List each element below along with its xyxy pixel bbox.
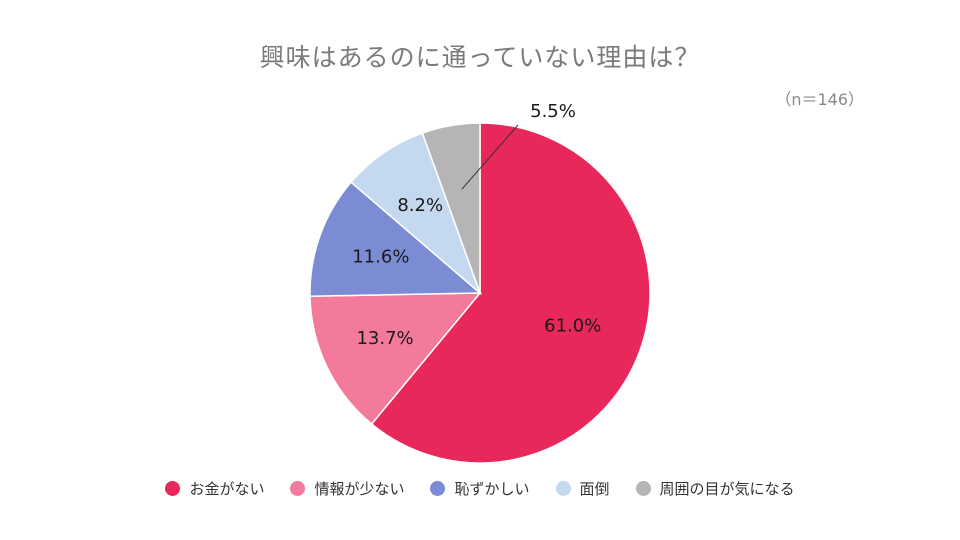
legend-swatch-mendo (555, 481, 571, 496)
legend-label-hazukashii: 恥ずかしい (454, 480, 530, 498)
pie-slice-mendo (350, 132, 482, 296)
slice-label-hazukashii: 11.6% (352, 246, 409, 267)
legend-swatch-hazukashii (430, 481, 446, 496)
legend-label-okane-ga-nai: お金がない (189, 480, 265, 498)
sample-size-note: （n＝146） (775, 90, 864, 109)
chart-title: 興味はあるのに通っていない理由は？ (259, 43, 701, 72)
slice-label-mendo: 8.2% (397, 195, 443, 216)
pie-slice-shui-no-me (421, 122, 481, 294)
legend-item-mendo: 面倒 (555, 478, 610, 499)
legend-item-joho-ga-sukunai: 情報が少ない (290, 478, 404, 499)
legend-item-hazukashii: 恥ずかしい (430, 478, 530, 499)
legend-swatch-shui-no-me (635, 481, 651, 496)
pie-slice-okane-ga-nai (370, 122, 651, 464)
legend-label-shui-no-me: 周囲の目が気になる (659, 480, 795, 498)
legend-label-mendo: 面倒 (579, 480, 610, 498)
pie-slice-joho-ga-sukunai (309, 292, 482, 426)
legend-swatch-okane-ga-nai (165, 481, 181, 496)
legend: お金がない 情報が少ない 恥ずかしい 面倒 周囲の目が気になる (0, 478, 960, 499)
pie-slice-hazukashii (309, 181, 482, 297)
legend-swatch-joho-ga-sukunai (290, 481, 306, 496)
legend-item-shui-no-me: 周囲の目が気になる (635, 478, 795, 499)
slice-label-joho-ga-sukunai: 13.7% (356, 328, 413, 349)
legend-item-okane-ga-nai: お金がない (165, 478, 264, 499)
legend-label-joho-ga-sukunai: 情報が少ない (314, 480, 405, 498)
leader-line-shui-no-me (461, 124, 519, 190)
slice-label-shui-no-me: 5.5% (530, 101, 576, 122)
slice-label-okane-ga-nai: 61.0% (544, 315, 601, 336)
